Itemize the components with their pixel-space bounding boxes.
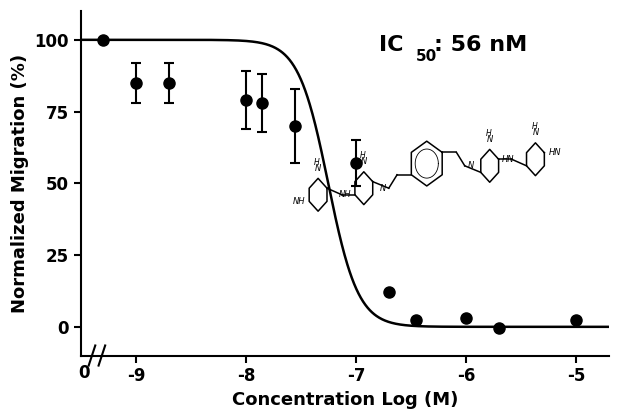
X-axis label: Concentration Log (M): Concentration Log (M) <box>232 391 458 409</box>
Text: 0: 0 <box>79 364 90 382</box>
Text: : 56 nM: : 56 nM <box>433 35 527 55</box>
Y-axis label: Normalized Migration (%): Normalized Migration (%) <box>11 54 29 313</box>
Text: 50: 50 <box>416 49 438 64</box>
Text: IC: IC <box>379 35 404 55</box>
